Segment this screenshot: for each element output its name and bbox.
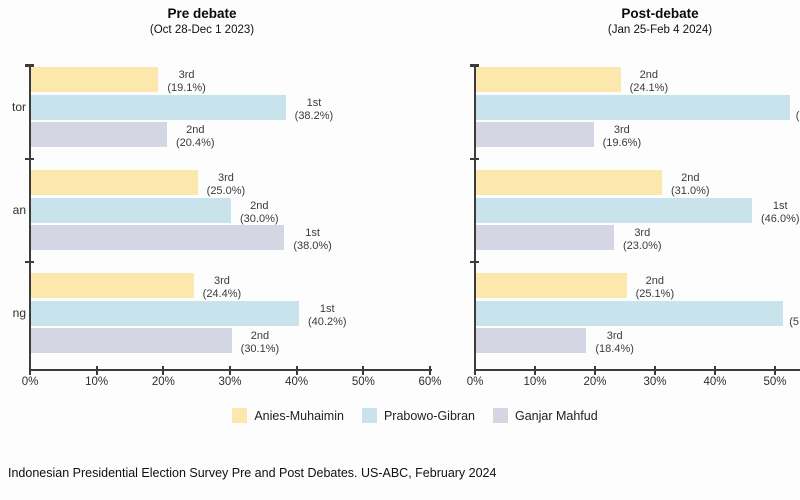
category-label-fragment: an bbox=[12, 203, 26, 217]
x-axis-tick bbox=[29, 366, 31, 375]
pre-debate-subtitle: (Oct 28-Dec 1 2023) bbox=[149, 24, 255, 36]
category-label-fragment: tor bbox=[11, 100, 26, 114]
bar-value-label: 3rd (23.0%) bbox=[623, 227, 662, 252]
x-axis-tick bbox=[474, 366, 476, 375]
y-axis-line bbox=[29, 64, 31, 371]
x-axis-tick-label: 0% bbox=[466, 376, 484, 388]
bar-value-label: 1st (40.2%) bbox=[308, 302, 347, 328]
x-axis-tick bbox=[429, 366, 431, 375]
bar-prabowo-gibran bbox=[31, 94, 286, 120]
bar-prabowo-gibran bbox=[31, 197, 231, 223]
legend-item-anies-muhaimin: Anies-Muhaimin bbox=[232, 408, 344, 423]
ganjar-mahfud-swatch bbox=[492, 408, 508, 423]
y-axis-tick bbox=[25, 64, 34, 67]
bar-ganjar-mahfud bbox=[476, 328, 587, 353]
bar-anies-muhaimin bbox=[476, 67, 621, 92]
bar-ganjar-mahfud bbox=[476, 122, 594, 147]
post-debate-subtitle: (Jan 25-Feb 4 2024) bbox=[607, 24, 713, 36]
x-axis-line bbox=[474, 369, 800, 371]
y-axis-tick bbox=[470, 64, 479, 67]
bar-value-label: (5 bbox=[789, 315, 799, 328]
bar-value-label: 2nd (20.4%) bbox=[176, 124, 215, 149]
bar-anies-muhaimin bbox=[31, 273, 194, 298]
category-label-fragment: ng bbox=[12, 306, 26, 320]
legend-item-ganjar-mahfud: Ganjar Mahfud bbox=[492, 408, 598, 423]
bar-anies-muhaimin bbox=[31, 170, 198, 195]
bar-value-label: 2nd (30.0%) bbox=[240, 199, 279, 225]
bar-value-label: 3rd (24.4%) bbox=[202, 275, 242, 300]
x-axis-tick-label: 10% bbox=[523, 376, 547, 388]
bar-ganjar-mahfud bbox=[31, 225, 285, 250]
bar-value-label: 1st (38.2%) bbox=[294, 96, 334, 122]
bar-anies-muhaimin bbox=[476, 273, 627, 298]
y-axis-tick bbox=[470, 157, 479, 160]
source-caption: Indonesian Presidential Election Survey … bbox=[8, 466, 497, 480]
x-axis-tick-label: 50% bbox=[351, 376, 375, 388]
x-axis-tick bbox=[362, 366, 365, 375]
prabowo-gibran-swatch bbox=[361, 408, 377, 423]
legend-label-anies-muhaimin: Anies-Muhaimin bbox=[254, 408, 344, 423]
bar-ganjar-mahfud bbox=[476, 225, 614, 250]
x-axis-tick-label: 40% bbox=[285, 376, 309, 388]
x-axis-tick bbox=[594, 366, 596, 375]
bar-value-label: 1st (38.0%) bbox=[293, 227, 332, 252]
y-axis-tick bbox=[25, 157, 34, 160]
x-axis-tick bbox=[774, 366, 776, 375]
bar-value-label: ( bbox=[795, 109, 800, 122]
bar-value-label: 2nd (24.1%) bbox=[629, 69, 669, 94]
x-axis-tick bbox=[229, 366, 231, 375]
legend: Anies-Muhaimin Prabowo-Gibran Ganjar Mah… bbox=[30, 408, 800, 423]
bar-ganjar-mahfud bbox=[31, 328, 232, 353]
x-axis-tick-label: 30% bbox=[218, 376, 242, 388]
legend-item-prabowo-gibran: Prabowo-Gibran bbox=[361, 408, 475, 423]
x-axis-tick bbox=[714, 366, 716, 375]
y-axis-tick bbox=[25, 260, 34, 263]
bar-value-label: 3rd (19.6%) bbox=[602, 124, 642, 149]
bar-anies-muhaimin bbox=[476, 170, 662, 195]
x-axis-tick-label: 30% bbox=[643, 376, 667, 388]
x-axis-tick bbox=[162, 366, 165, 375]
pre-debate-title: Pre debate bbox=[167, 6, 237, 21]
x-axis-tick-label: 10% bbox=[85, 376, 109, 388]
x-axis-tick bbox=[95, 366, 98, 375]
x-axis-tick-label: 20% bbox=[583, 376, 607, 388]
x-axis-tick bbox=[534, 366, 536, 375]
bar-value-label: 2nd (25.1%) bbox=[635, 275, 675, 300]
bar-value-label: 3rd (25.0%) bbox=[206, 172, 246, 197]
legend-label-ganjar-mahfud: Ganjar Mahfud bbox=[514, 408, 598, 423]
x-axis-tick-label: 60% bbox=[418, 376, 442, 388]
x-axis-tick bbox=[295, 366, 298, 375]
bar-prabowo-gibran bbox=[476, 94, 790, 120]
y-axis-line bbox=[474, 64, 476, 371]
x-axis-tick-label: 20% bbox=[151, 376, 175, 388]
bar-prabowo-gibran bbox=[31, 300, 299, 326]
bar-value-label: 2nd (30.1%) bbox=[240, 330, 280, 355]
bar-ganjar-mahfud bbox=[31, 122, 167, 147]
y-axis-tick bbox=[470, 260, 479, 263]
bar-anies-muhaimin bbox=[31, 67, 159, 92]
bar-value-label: 1st (46.0%) bbox=[761, 199, 800, 225]
anies-muhaimin-swatch bbox=[232, 408, 248, 423]
x-axis-tick-label: 40% bbox=[703, 376, 727, 388]
bar-prabowo-gibran bbox=[476, 197, 752, 223]
x-axis-tick bbox=[654, 366, 656, 375]
bar-value-label: 2nd (31.0%) bbox=[671, 172, 710, 197]
legend-label-prabowo-gibran: Prabowo-Gibran bbox=[383, 408, 475, 423]
x-axis-tick-label: 50% bbox=[763, 376, 787, 388]
bar-value-label: 3rd (18.4%) bbox=[595, 330, 634, 355]
bar-prabowo-gibran bbox=[476, 300, 784, 326]
x-axis-tick-label: 0% bbox=[21, 376, 39, 388]
post-debate-title: Post-debate bbox=[621, 6, 699, 21]
bar-value-label: 3rd (19.1%) bbox=[167, 69, 206, 94]
